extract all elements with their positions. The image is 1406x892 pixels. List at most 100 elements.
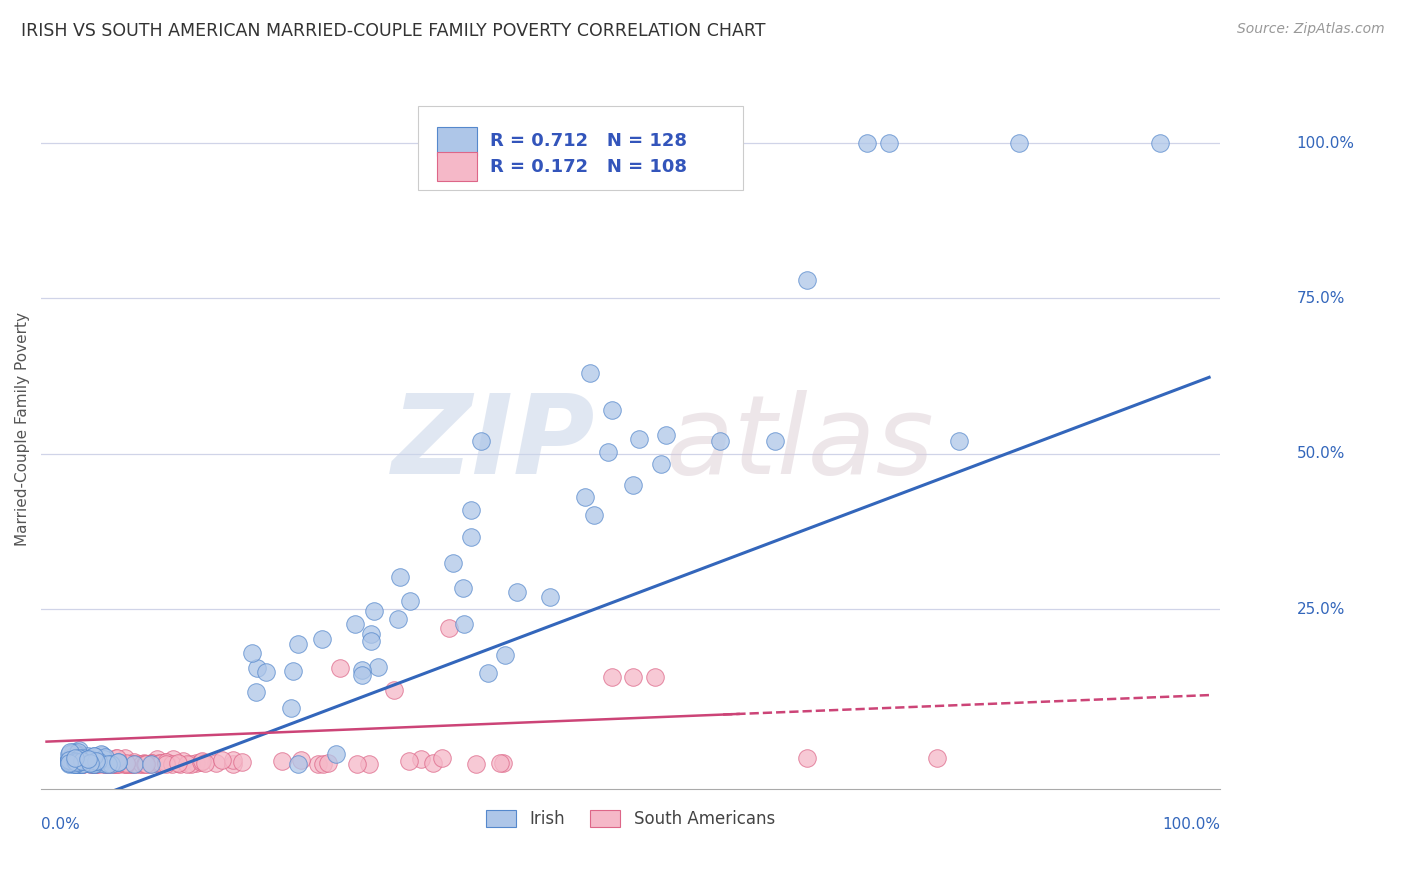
Text: R = 0.172   N = 108: R = 0.172 N = 108: [491, 158, 688, 176]
Point: [90, 747, 112, 762]
Point: [73, 753, 96, 767]
Point: [118, 757, 141, 772]
Point: [90, 747, 112, 761]
Point: [72, 754, 94, 768]
Point: [83, 757, 105, 772]
Text: R = 0.712   N = 128: R = 0.712 N = 128: [491, 132, 688, 151]
Point: [763, 434, 786, 449]
Text: IRISH VS SOUTH AMERICAN MARRIED-COUPLE FAMILY POVERTY CORRELATION CHART: IRISH VS SOUTH AMERICAN MARRIED-COUPLE F…: [21, 22, 766, 40]
Point: [70, 754, 93, 768]
Point: [437, 621, 460, 635]
Point: [105, 756, 128, 771]
Point: [460, 530, 482, 544]
Point: [97, 756, 120, 771]
Point: [79, 756, 101, 770]
Point: [422, 756, 444, 771]
Text: Source: ZipAtlas.com: Source: ZipAtlas.com: [1237, 22, 1385, 37]
Point: [134, 757, 156, 772]
Point: [87, 756, 110, 770]
Text: 100.0%: 100.0%: [1161, 817, 1220, 832]
Point: [80, 755, 103, 769]
Point: [388, 570, 411, 584]
Point: [184, 756, 207, 771]
Point: [66, 746, 89, 760]
Point: [66, 755, 89, 769]
Point: [103, 756, 125, 771]
Point: [382, 682, 405, 697]
Point: [70, 756, 93, 771]
Point: [246, 661, 269, 675]
Point: [79, 752, 101, 766]
Point: [146, 752, 169, 766]
Point: [360, 633, 382, 648]
Text: 50.0%: 50.0%: [1296, 446, 1346, 461]
Point: [107, 756, 129, 770]
Point: [114, 751, 136, 765]
Point: [93, 756, 115, 771]
Point: [1149, 136, 1171, 150]
Text: 25.0%: 25.0%: [1296, 601, 1346, 616]
Point: [77, 748, 100, 763]
Point: [67, 747, 90, 761]
Point: [67, 756, 90, 771]
Point: [100, 757, 122, 772]
Point: [451, 581, 474, 595]
Point: [139, 756, 162, 771]
Point: [84, 757, 107, 772]
Point: [596, 444, 619, 458]
Point: [63, 751, 86, 765]
Point: [271, 754, 294, 768]
Point: [65, 747, 87, 761]
Point: [70, 756, 93, 770]
Point: [67, 749, 90, 764]
Point: [69, 752, 91, 766]
Point: [506, 585, 529, 599]
Point: [87, 752, 110, 766]
Point: [96, 756, 118, 771]
Point: [79, 753, 101, 767]
Point: [325, 747, 347, 762]
Point: [62, 745, 84, 759]
Point: [90, 756, 112, 770]
Y-axis label: Married-Couple Family Poverty: Married-Couple Family Poverty: [15, 312, 30, 546]
Point: [86, 756, 108, 771]
Point: [231, 756, 253, 770]
Point: [287, 757, 309, 772]
Point: [83, 757, 105, 772]
Point: [430, 750, 453, 764]
Point: [62, 756, 84, 771]
Point: [94, 756, 117, 771]
Point: [245, 685, 267, 699]
Point: [205, 756, 228, 771]
Point: [1008, 136, 1031, 150]
Point: [69, 756, 91, 771]
Point: [62, 756, 84, 770]
Point: [62, 756, 84, 770]
Point: [176, 756, 198, 771]
Point: [194, 756, 217, 770]
Point: [352, 663, 374, 677]
Point: [103, 756, 125, 770]
Point: [73, 756, 96, 771]
Point: [360, 627, 382, 641]
Point: [927, 751, 949, 765]
Point: [87, 756, 110, 771]
Point: [574, 490, 596, 504]
Point: [59, 750, 82, 764]
Point: [121, 757, 143, 772]
Point: [72, 756, 94, 770]
Point: [101, 756, 124, 771]
Point: [76, 754, 98, 768]
Point: [89, 755, 111, 769]
Point: [83, 757, 105, 772]
Point: [77, 756, 100, 770]
Point: [77, 755, 100, 769]
Point: [83, 756, 105, 770]
Point: [148, 756, 170, 771]
Point: [131, 756, 153, 771]
Point: [796, 273, 818, 287]
Point: [70, 757, 93, 772]
Point: [94, 756, 117, 771]
Point: [470, 434, 492, 449]
Point: [86, 756, 108, 771]
